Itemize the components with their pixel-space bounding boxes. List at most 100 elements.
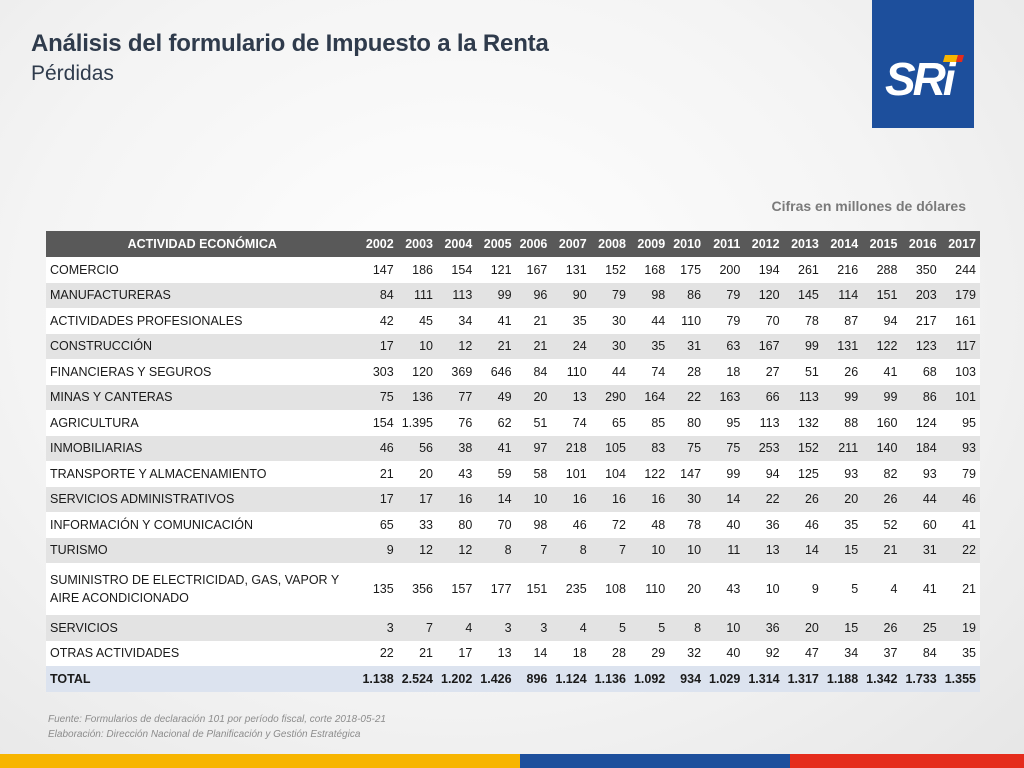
value-cell: 41 (862, 359, 902, 385)
value-cell: 135 (358, 563, 398, 615)
value-cell: 10 (669, 537, 706, 563)
value-cell: 16 (629, 486, 670, 512)
value-cell: 124 (901, 410, 941, 436)
value-cell: 22 (940, 537, 980, 563)
value-cell: 17 (358, 333, 398, 359)
total-value-cell: 934 (669, 666, 706, 692)
value-cell: 216 (822, 257, 863, 283)
column-header-year: 2006 (515, 231, 552, 257)
value-cell: 94 (744, 461, 784, 487)
value-cell: 79 (940, 461, 980, 487)
value-cell: 120 (397, 359, 437, 385)
table-row: FINANCIERAS Y SEGUROS 303 120 369 646 84 110 44… (46, 359, 980, 385)
value-cell: 78 (669, 512, 706, 538)
value-cell: 41 (901, 563, 941, 615)
total-value-cell: 1.092 (629, 666, 670, 692)
value-cell: 217 (901, 308, 941, 334)
activity-cell: TRANSPORTE Y ALMACENAMIENTO (46, 461, 359, 487)
value-cell: 18 (705, 359, 745, 385)
total-value-cell: 1.029 (705, 666, 745, 692)
value-cell: 30 (590, 308, 630, 334)
value-cell: 15 (822, 615, 863, 641)
column-header-year: 2008 (590, 231, 630, 257)
value-cell: 84 (901, 640, 941, 666)
column-header-year: 2014 (822, 231, 863, 257)
value-cell: 122 (862, 333, 902, 359)
activity-cell: SERVICIOS ADMINISTRATIVOS (46, 486, 359, 512)
value-cell: 200 (705, 257, 745, 283)
value-cell: 194 (744, 257, 784, 283)
value-cell: 28 (590, 640, 630, 666)
value-cell: 132 (783, 410, 823, 436)
value-cell: 27 (744, 359, 784, 385)
value-cell: 41 (476, 435, 516, 461)
value-cell: 46 (940, 486, 980, 512)
total-value-cell: 2.524 (397, 666, 437, 692)
value-cell: 21 (358, 461, 398, 487)
activity-cell: CONSTRUCCIÓN (46, 333, 359, 359)
value-cell: 92 (744, 640, 784, 666)
value-cell: 80 (669, 410, 706, 436)
value-cell: 154 (358, 410, 398, 436)
table-row: INMOBILIARIAS 46 56 38 41 97 218 105 83 75 75 253 15… (46, 435, 980, 461)
total-value-cell: 1.733 (901, 666, 941, 692)
value-cell: 163 (705, 384, 745, 410)
value-cell: 110 (669, 308, 706, 334)
value-cell: 24 (551, 333, 591, 359)
value-cell: 36 (744, 512, 784, 538)
value-cell: 14 (783, 537, 823, 563)
value-cell: 120 (744, 282, 784, 308)
value-cell: 60 (901, 512, 941, 538)
activity-cell: INFORMACIÓN Y COMUNICACIÓN (46, 512, 359, 538)
column-header-year: 2017 (940, 231, 980, 257)
table-row: AGRICULTURA 154 1.395 76 62 51 74 65 85 80 95 113 13… (46, 410, 980, 436)
table-row: ACTIVIDADES PROFESIONALES 42 45 34 41 21 35 30 4… (46, 308, 980, 334)
total-value-cell: 1.426 (476, 666, 516, 692)
value-cell: 117 (940, 333, 980, 359)
value-cell: 25 (901, 615, 941, 641)
value-cell: 98 (515, 512, 552, 538)
table-row: MINAS Y CANTERAS 75 136 77 49 20 13 290 164 22 163… (46, 384, 980, 410)
value-cell: 84 (358, 282, 398, 308)
value-cell: 93 (940, 435, 980, 461)
value-cell: 35 (629, 333, 670, 359)
value-cell: 186 (397, 257, 437, 283)
value-cell: 303 (358, 359, 398, 385)
page-title: Análisis del formulario de Impuesto a la… (31, 30, 549, 57)
value-cell: 21 (515, 308, 552, 334)
value-cell: 90 (551, 282, 591, 308)
value-cell: 4 (551, 615, 591, 641)
value-cell: 36 (744, 615, 784, 641)
value-cell: 44 (901, 486, 941, 512)
value-cell: 131 (551, 257, 591, 283)
value-cell: 13 (744, 537, 784, 563)
value-cell: 29 (629, 640, 670, 666)
activity-cell: ACTIVIDADES PROFESIONALES (46, 308, 359, 334)
value-cell: 184 (901, 435, 941, 461)
value-cell: 203 (901, 282, 941, 308)
value-cell: 167 (515, 257, 552, 283)
value-cell: 98 (629, 282, 670, 308)
activity-cell: SERVICIOS (46, 615, 359, 641)
value-cell: 42 (358, 308, 398, 334)
column-header-year: 2005 (476, 231, 516, 257)
value-cell: 41 (476, 308, 516, 334)
value-cell: 110 (629, 563, 670, 615)
value-cell: 16 (551, 486, 591, 512)
value-cell: 75 (705, 435, 745, 461)
value-cell: 101 (940, 384, 980, 410)
value-cell: 9 (783, 563, 823, 615)
value-cell: 288 (862, 257, 902, 283)
brand-bar-blue (520, 754, 790, 768)
column-header-year: 2004 (437, 231, 477, 257)
value-cell: 5 (822, 563, 863, 615)
value-cell: 151 (515, 563, 552, 615)
value-cell: 152 (590, 257, 630, 283)
value-cell: 88 (822, 410, 863, 436)
value-cell: 37 (862, 640, 902, 666)
value-cell: 94 (862, 308, 902, 334)
value-cell: 20 (669, 563, 706, 615)
page-subtitle: Pérdidas (31, 62, 114, 85)
value-cell: 12 (437, 333, 477, 359)
value-cell: 22 (358, 640, 398, 666)
